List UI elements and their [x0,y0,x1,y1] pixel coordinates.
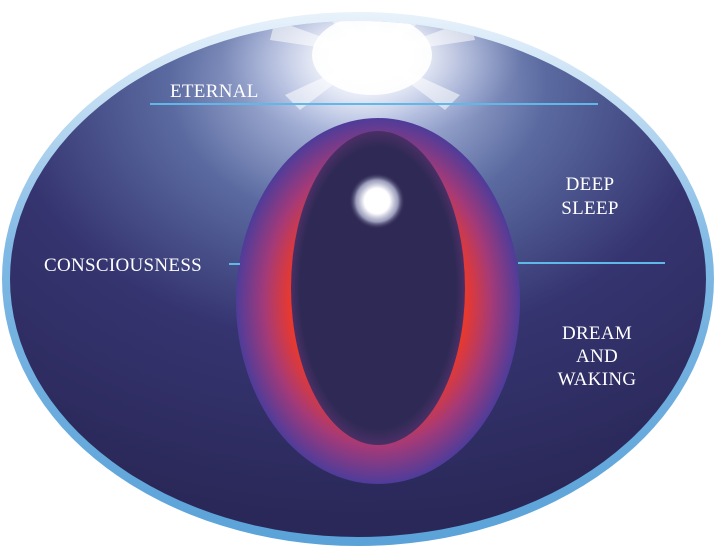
dream-label-line3: WAKING [558,369,637,390]
deep-sleep-label-line1: DEEP [566,174,615,195]
consciousness-label: CONSCIOUSNESS [44,255,202,276]
light-orb [349,173,405,229]
dream-label-line1: DREAM [562,323,632,344]
deep-sleep-label-line2: SLEEP [561,198,618,219]
dream-label-line2: AND [576,346,618,367]
eternal-label: ETERNAL [170,81,259,102]
